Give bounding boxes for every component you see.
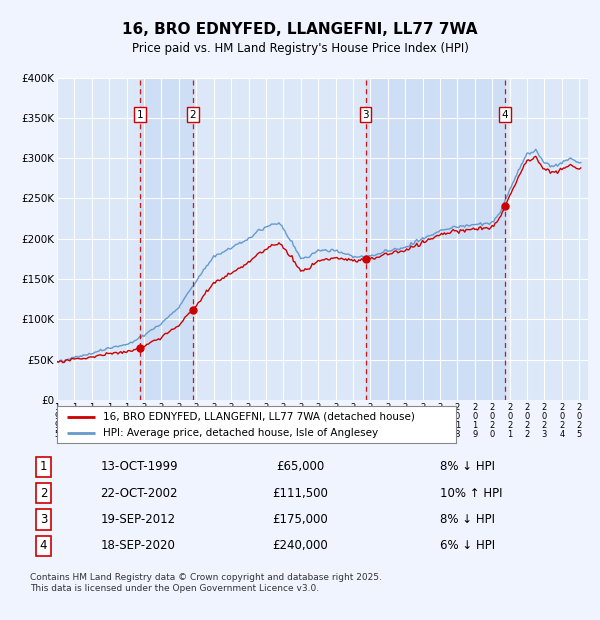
Text: 1: 1 xyxy=(137,110,144,120)
Text: Contains HM Land Registry data © Crown copyright and database right 2025.
This d: Contains HM Land Registry data © Crown c… xyxy=(30,574,382,593)
Text: HPI: Average price, detached house, Isle of Anglesey: HPI: Average price, detached house, Isle… xyxy=(103,428,378,438)
Text: £65,000: £65,000 xyxy=(276,460,324,473)
Text: 18-SEP-2020: 18-SEP-2020 xyxy=(100,539,175,552)
Text: 22-OCT-2002: 22-OCT-2002 xyxy=(100,487,178,500)
Text: 19-SEP-2012: 19-SEP-2012 xyxy=(100,513,175,526)
Text: £175,000: £175,000 xyxy=(272,513,328,526)
Text: £111,500: £111,500 xyxy=(272,487,328,500)
Bar xyxy=(365,78,505,400)
Text: 4: 4 xyxy=(40,539,47,552)
Text: £240,000: £240,000 xyxy=(272,539,328,552)
Text: 3: 3 xyxy=(362,110,369,120)
Text: 13-OCT-1999: 13-OCT-1999 xyxy=(100,460,178,473)
Bar xyxy=(140,78,193,400)
Text: 1: 1 xyxy=(40,460,47,473)
Text: 2: 2 xyxy=(40,487,47,500)
Text: 16, BRO EDNYFED, LLANGEFNI, LL77 7WA (detached house): 16, BRO EDNYFED, LLANGEFNI, LL77 7WA (de… xyxy=(103,412,415,422)
Text: 8% ↓ HPI: 8% ↓ HPI xyxy=(440,513,496,526)
Text: 3: 3 xyxy=(40,513,47,526)
Text: 8% ↓ HPI: 8% ↓ HPI xyxy=(440,460,496,473)
Text: 2: 2 xyxy=(190,110,196,120)
Text: 10% ↑ HPI: 10% ↑ HPI xyxy=(440,487,503,500)
Text: Price paid vs. HM Land Registry's House Price Index (HPI): Price paid vs. HM Land Registry's House … xyxy=(131,42,469,55)
Text: 16, BRO EDNYFED, LLANGEFNI, LL77 7WA: 16, BRO EDNYFED, LLANGEFNI, LL77 7WA xyxy=(122,22,478,37)
Text: 6% ↓ HPI: 6% ↓ HPI xyxy=(440,539,496,552)
Text: 4: 4 xyxy=(502,110,508,120)
